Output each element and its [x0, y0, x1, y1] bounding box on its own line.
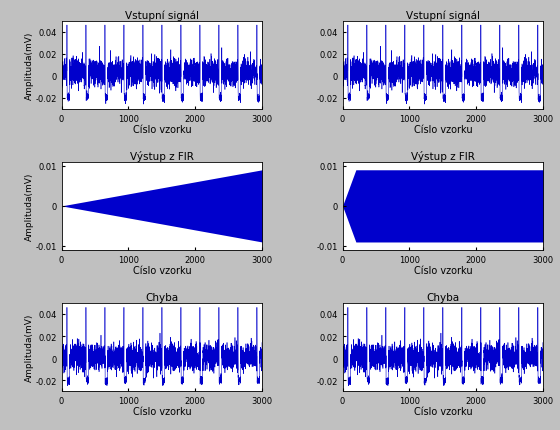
Y-axis label: Amplituda(mV): Amplituda(mV): [25, 172, 34, 240]
X-axis label: Císlo vzorku: Císlo vzorku: [133, 406, 192, 417]
Y-axis label: Amplituda(mV): Amplituda(mV): [25, 31, 34, 100]
X-axis label: Císlo vzorku: Císlo vzorku: [413, 125, 472, 135]
Title: Chyba: Chyba: [146, 292, 179, 302]
X-axis label: Císlo vzorku: Císlo vzorku: [413, 266, 472, 276]
Title: Výstup z FIR: Výstup z FIR: [130, 150, 194, 162]
Title: Chyba: Chyba: [426, 292, 459, 302]
X-axis label: Císlo vzorku: Císlo vzorku: [413, 406, 472, 417]
Title: Vstupní signál: Vstupní signál: [125, 10, 199, 21]
Y-axis label: Amplituda(mV): Amplituda(mV): [25, 313, 34, 381]
Title: Výstup z FIR: Výstup z FIR: [411, 150, 475, 162]
Title: Vstupní signál: Vstupní signál: [406, 10, 480, 21]
X-axis label: Císlo vzorku: Císlo vzorku: [133, 266, 192, 276]
X-axis label: Císlo vzorku: Císlo vzorku: [133, 125, 192, 135]
